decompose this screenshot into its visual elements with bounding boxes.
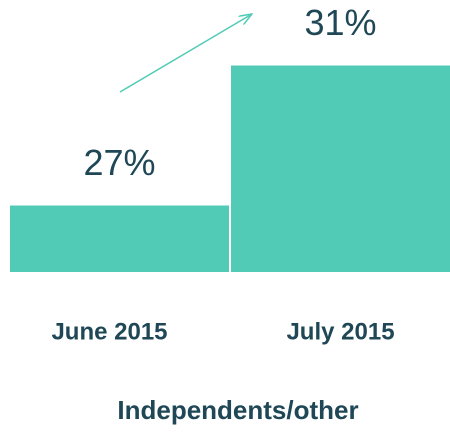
- data-label: 31%: [304, 2, 376, 43]
- x-tick-label: July 2015: [286, 318, 394, 345]
- trend-arrow: [119, 14, 252, 93]
- bar: [10, 205, 229, 272]
- bar: [231, 65, 450, 272]
- x-axis-label: Independents/other: [117, 395, 358, 425]
- x-tick-label: June 2015: [51, 318, 167, 345]
- data-label: 27%: [83, 142, 155, 183]
